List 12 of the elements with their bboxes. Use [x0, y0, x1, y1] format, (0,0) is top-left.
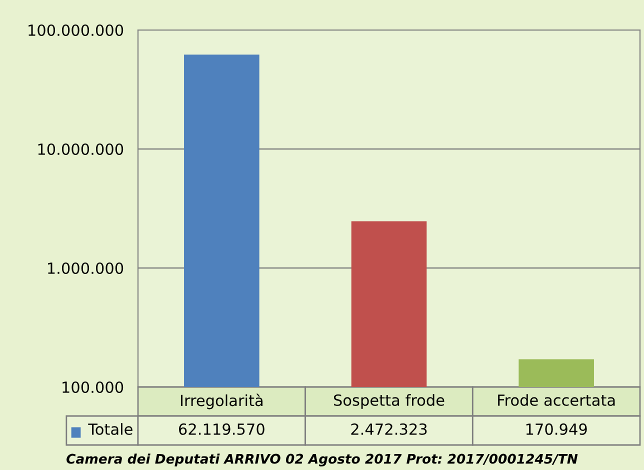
data-label: 62.119.570 — [178, 423, 264, 435]
y-tick-label: 100.000 — [62, 381, 124, 394]
y-tick-label: 100.000.000 — [28, 24, 124, 36]
y-tick-label: 10.000.000 — [38, 143, 124, 156]
data-label: 170.949 — [526, 423, 587, 435]
text: Camera dei Deputati ARRIVO 02 Agosto 2017 Prot: 2017/0001245/TN — [66, 454, 578, 466]
data-label: 2.472.323 — [351, 423, 427, 435]
x-tick-label: Frode accertata — [498, 394, 615, 406]
x-tick-label: Sospetta frode — [334, 394, 444, 409]
y-tick-label: 1.000.000 — [48, 262, 124, 274]
x-tick-label: Irregolarità — [180, 394, 262, 410]
legend-label: Totale — [88, 423, 132, 435]
